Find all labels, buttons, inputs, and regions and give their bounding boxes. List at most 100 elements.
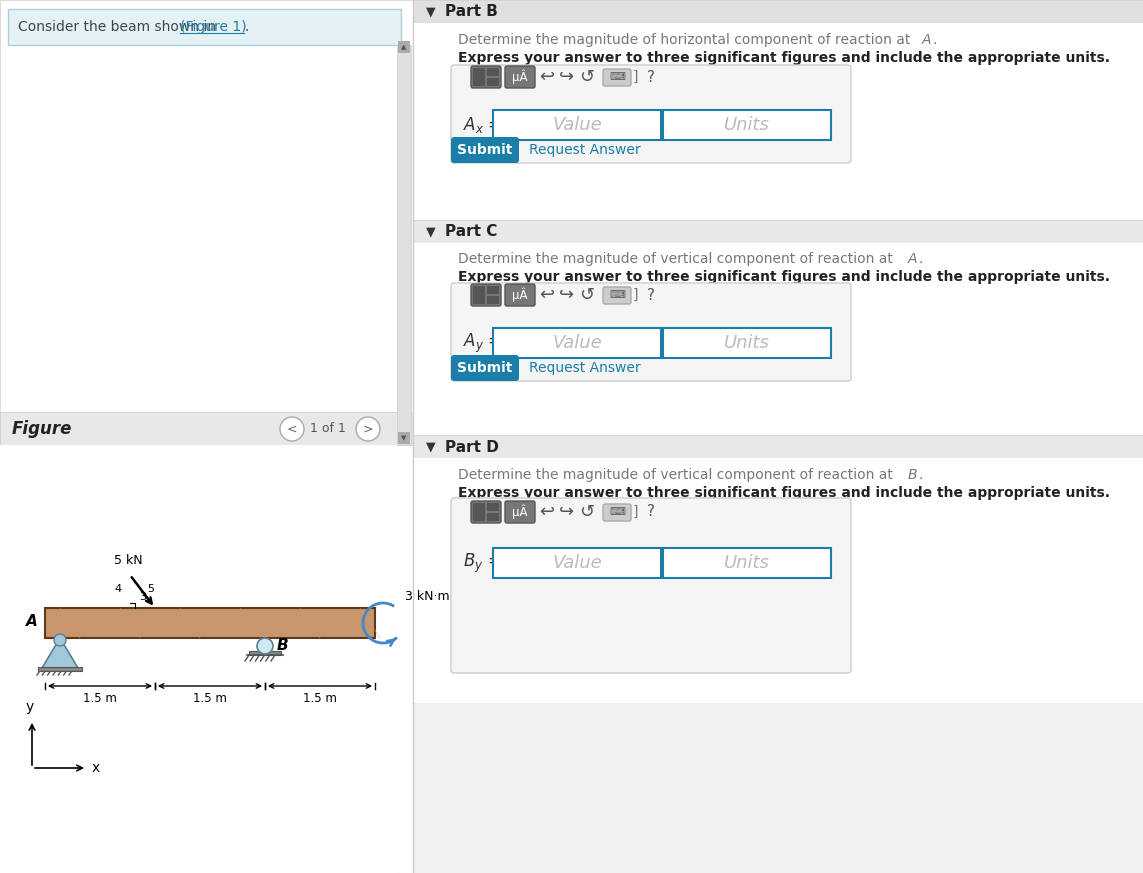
Bar: [249, 651, 281, 655]
Bar: [473, 68, 485, 86]
Text: ▼: ▼: [426, 225, 435, 238]
Bar: [0, 412, 413, 445]
Bar: [493, 548, 661, 578]
Bar: [413, 220, 1143, 243]
Bar: [413, 243, 1143, 458]
Text: $A_y$ =: $A_y$ =: [463, 332, 502, 354]
Text: ?: ?: [647, 70, 655, 85]
Text: Express your answer to three significant figures and include the appropriate uni: Express your answer to three significant…: [458, 486, 1110, 500]
Text: μÂ: μÂ: [512, 505, 528, 519]
Text: ?: ?: [647, 505, 655, 519]
FancyBboxPatch shape: [451, 355, 519, 381]
Text: Consider the beam shown in: Consider the beam shown in: [18, 20, 221, 34]
Bar: [487, 513, 499, 521]
Text: ]: ]: [632, 70, 638, 84]
Text: Express your answer to three significant figures and include the appropriate uni: Express your answer to three significant…: [458, 270, 1110, 284]
Polygon shape: [42, 638, 78, 668]
Text: Part D: Part D: [445, 439, 498, 455]
Text: Request Answer: Request Answer: [529, 143, 640, 157]
Bar: [45, 608, 375, 638]
FancyBboxPatch shape: [451, 137, 519, 163]
Text: Submit: Submit: [457, 361, 513, 375]
Text: 4: 4: [115, 583, 122, 594]
Text: Part B: Part B: [445, 4, 498, 19]
Text: .: .: [245, 20, 249, 34]
Bar: [487, 296, 499, 304]
Bar: [413, 458, 1143, 703]
Text: ↩: ↩: [539, 286, 554, 304]
FancyBboxPatch shape: [604, 287, 631, 304]
Text: $B_y$ =: $B_y$ =: [463, 552, 501, 574]
FancyBboxPatch shape: [451, 65, 852, 163]
Text: Figure: Figure: [11, 420, 72, 438]
Bar: [487, 78, 499, 86]
Text: μÂ: μÂ: [512, 288, 528, 302]
Text: A: A: [908, 252, 918, 266]
Bar: [398, 41, 410, 53]
FancyBboxPatch shape: [604, 504, 631, 521]
Text: ]: ]: [632, 505, 638, 519]
FancyBboxPatch shape: [604, 69, 631, 86]
Text: Value: Value: [552, 554, 602, 572]
Bar: [413, 0, 1143, 873]
FancyBboxPatch shape: [471, 284, 501, 306]
Text: Express your answer to three significant figures and include the appropriate uni: Express your answer to three significant…: [458, 51, 1110, 65]
Text: Determine the magnitude of horizontal component of reaction at: Determine the magnitude of horizontal co…: [458, 33, 914, 47]
Text: Units: Units: [724, 116, 770, 134]
Circle shape: [257, 638, 273, 654]
Text: ?: ?: [647, 287, 655, 303]
Text: ▼: ▼: [426, 5, 435, 18]
Text: .: .: [932, 33, 936, 47]
Bar: [473, 503, 485, 521]
Text: .: .: [918, 252, 922, 266]
Text: ▼: ▼: [401, 435, 407, 441]
Bar: [398, 432, 410, 444]
Text: $A_x$ =: $A_x$ =: [463, 115, 502, 135]
Text: Units: Units: [724, 554, 770, 572]
Text: Request Answer: Request Answer: [529, 361, 640, 375]
Bar: [487, 286, 499, 294]
Text: 1.5 m: 1.5 m: [193, 691, 227, 705]
Text: 1 of 1: 1 of 1: [310, 423, 346, 436]
Text: ⌨: ⌨: [609, 507, 625, 517]
Circle shape: [355, 417, 379, 441]
Text: Determine the magnitude of vertical component of reaction at: Determine the magnitude of vertical comp…: [458, 252, 897, 266]
Text: Units: Units: [724, 334, 770, 352]
Text: 1.5 m: 1.5 m: [83, 691, 117, 705]
Text: Part C: Part C: [445, 224, 497, 239]
Text: ↺: ↺: [580, 68, 594, 86]
Bar: [8, 9, 401, 45]
Text: A: A: [26, 614, 38, 629]
Text: 3 kN·m: 3 kN·m: [405, 590, 449, 603]
Text: Value: Value: [552, 116, 602, 134]
Text: ▼: ▼: [426, 441, 435, 453]
Bar: [0, 445, 397, 873]
Text: <: <: [287, 423, 297, 436]
FancyBboxPatch shape: [505, 284, 535, 306]
Text: ↺: ↺: [580, 286, 594, 304]
Text: ▲: ▲: [401, 44, 407, 50]
Bar: [397, 45, 411, 445]
FancyBboxPatch shape: [451, 498, 852, 673]
Text: ↩: ↩: [539, 503, 554, 521]
Text: >: >: [362, 423, 374, 436]
Bar: [473, 286, 485, 304]
Bar: [493, 110, 661, 140]
Text: Submit: Submit: [457, 143, 513, 157]
Text: Determine the magnitude of vertical component of reaction at: Determine the magnitude of vertical comp…: [458, 468, 897, 482]
Text: ↺: ↺: [580, 503, 594, 521]
Text: x: x: [91, 761, 101, 775]
Text: y: y: [26, 700, 34, 714]
Bar: [493, 328, 661, 358]
Bar: [487, 68, 499, 76]
Text: ↪: ↪: [559, 68, 575, 86]
FancyBboxPatch shape: [451, 283, 852, 381]
Bar: [487, 503, 499, 511]
Text: ↪: ↪: [559, 503, 575, 521]
Text: 5: 5: [147, 585, 154, 595]
Circle shape: [54, 634, 66, 646]
Bar: [413, 8, 1143, 10]
Text: B: B: [908, 468, 918, 482]
Bar: [38, 667, 82, 671]
Bar: [663, 548, 831, 578]
